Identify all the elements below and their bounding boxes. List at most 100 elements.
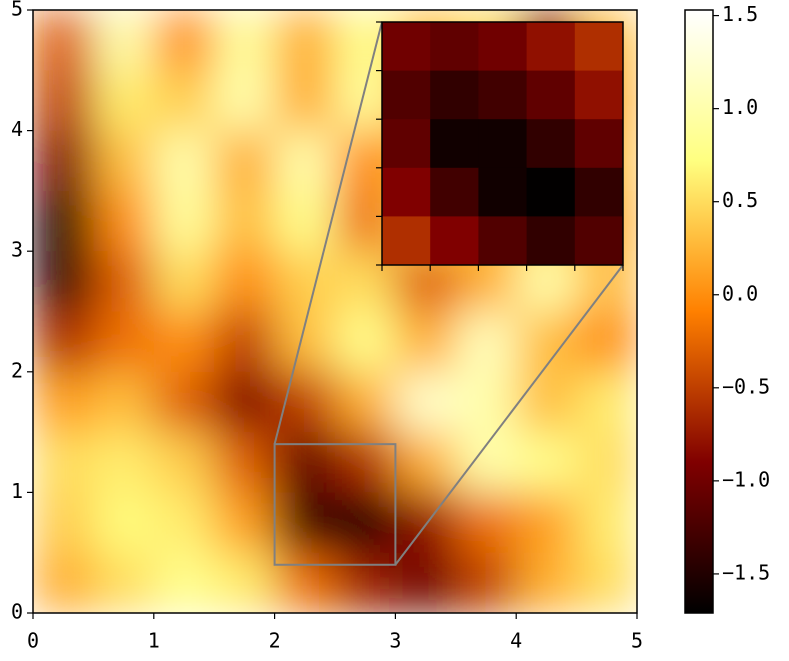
inset-cell <box>574 70 624 120</box>
heatmap-cell <box>33 190 94 252</box>
heatmap-cell <box>153 190 215 252</box>
heatmap-cell <box>153 432 215 493</box>
heatmap-cell <box>214 10 276 71</box>
heatmap-cell <box>274 70 336 132</box>
heatmap-cell <box>33 432 94 493</box>
heatmap-cell <box>214 311 276 373</box>
y-tick-label: 4 <box>11 117 23 141</box>
colorbar-tick-label: 1.5 <box>722 2 758 26</box>
connector <box>273 21 383 445</box>
inset-cell <box>574 119 624 169</box>
inset-cell <box>382 70 431 120</box>
heatmap-cell <box>274 251 336 312</box>
heatmap-cell <box>214 432 276 493</box>
inset-cell <box>574 22 624 72</box>
heatmap-cell <box>576 552 637 613</box>
heatmap-cell <box>274 371 336 433</box>
heatmap-cell <box>576 311 637 373</box>
colorbar-tick-label: 1.0 <box>722 95 758 119</box>
heatmap-cell <box>274 10 336 71</box>
inset-cell <box>382 167 431 217</box>
heatmap-cell <box>33 130 94 192</box>
inset-cell <box>430 119 479 169</box>
inset-cell <box>526 167 576 217</box>
x-tick-label: 0 <box>27 629 39 653</box>
heatmap-cell <box>33 10 94 71</box>
heatmap-cell <box>33 251 94 312</box>
heatmap-cell <box>274 432 336 493</box>
heatmap-cell <box>395 371 457 433</box>
heatmap-cell <box>93 130 155 192</box>
heatmap-cell <box>214 130 276 192</box>
x-tick-label: 2 <box>269 629 281 653</box>
x-tick-label: 3 <box>389 629 401 653</box>
inset-cell <box>430 216 479 266</box>
y-tick-label: 2 <box>11 358 23 382</box>
y-tick-label: 3 <box>11 238 23 262</box>
colorbar-tick-label: −1.5 <box>722 560 770 584</box>
inset-cell <box>382 119 431 169</box>
inset-cell <box>526 22 576 72</box>
heatmap-cell <box>335 552 396 613</box>
heatmap-cell <box>455 371 517 433</box>
colorbar <box>684 9 714 614</box>
heatmap-cell <box>576 432 637 493</box>
heatmap-cell <box>214 70 276 132</box>
inset-cell <box>478 216 528 266</box>
inset-frame <box>381 21 624 266</box>
heatmap-cell <box>153 311 215 373</box>
inset-cell <box>430 70 479 120</box>
heatmap-cell <box>274 492 336 554</box>
heatmap-cell <box>274 130 336 192</box>
heatmap-cell <box>274 552 336 613</box>
heatmap-cell <box>516 492 578 554</box>
heatmap-cell <box>93 251 155 312</box>
heatmap-cell <box>516 552 578 613</box>
inset-cell <box>526 119 576 169</box>
heatmap-cell <box>153 371 215 433</box>
inset-cell <box>526 216 576 266</box>
x-tick-label: 5 <box>631 629 643 653</box>
heatmap-cell <box>93 492 155 554</box>
heatmap-cell <box>335 492 396 554</box>
inset-cell <box>478 167 528 217</box>
heatmap-cell <box>33 492 94 554</box>
heatmap-cell <box>33 552 94 613</box>
heatmap-cell <box>214 371 276 433</box>
heatmap-cell <box>395 432 457 493</box>
inset-cell <box>478 22 528 72</box>
heatmap-cell <box>153 130 215 192</box>
colorbar-tick-label: 0.5 <box>722 188 758 212</box>
heatmap-cell <box>214 552 276 613</box>
connector <box>394 264 624 566</box>
heatmap-cell <box>455 311 517 373</box>
heatmap-cell <box>93 70 155 132</box>
heatmap-cell <box>516 371 578 433</box>
heatmap-cell <box>455 492 517 554</box>
heatmap-cell <box>153 251 215 312</box>
heatmap-cell <box>93 371 155 433</box>
heatmap-cell <box>335 371 396 433</box>
colorbar-tick-label: −1.0 <box>722 467 770 491</box>
heatmap-cell <box>455 552 517 613</box>
inset-cell <box>478 70 528 120</box>
heatmap-cell <box>395 311 457 373</box>
heatmap-cell <box>153 10 215 71</box>
heatmap-cell <box>335 311 396 373</box>
colorbar-tick-label: 0.0 <box>722 281 758 305</box>
heatmap-cell <box>214 190 276 252</box>
inset-cell <box>382 216 431 266</box>
heatmap-cell <box>576 492 637 554</box>
heatmap-cell <box>395 492 457 554</box>
heatmap-cell <box>33 70 94 132</box>
inset-cell <box>382 22 431 72</box>
axes-frame <box>32 9 638 614</box>
heatmap-cell <box>395 552 457 613</box>
heatmap-cell <box>93 190 155 252</box>
inset-cell <box>430 167 479 217</box>
colorbar-tick-label: −0.5 <box>722 374 770 398</box>
x-tick-label: 1 <box>148 629 160 653</box>
zoom-box <box>273 443 397 566</box>
heatmap-cell <box>33 371 94 433</box>
heatmap-cell <box>153 492 215 554</box>
